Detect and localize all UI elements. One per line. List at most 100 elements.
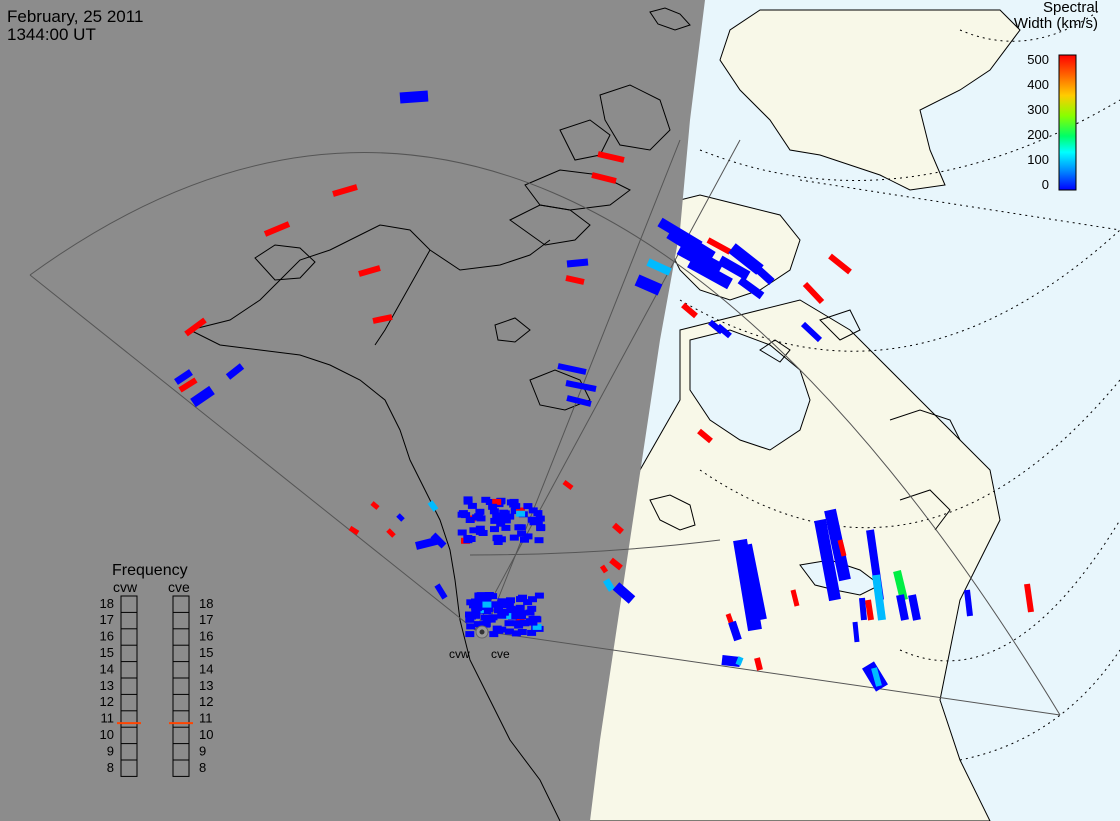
scatter-cell (467, 502, 477, 509)
frequency-level-label-west: 15 (100, 645, 114, 660)
colorbar-title: Spectral Width (km/s) (1014, 0, 1098, 32)
scatter-cell (358, 265, 381, 277)
greenland (719, 9, 1021, 191)
scatter-cell (612, 522, 624, 535)
scatter-cell (728, 620, 742, 642)
scatter-cell (489, 631, 499, 638)
scatter-cell (484, 592, 494, 598)
scatter-cell (531, 615, 541, 622)
scatter-cell (516, 507, 525, 514)
scatter-cell (506, 605, 516, 612)
scatter-cell (492, 535, 502, 542)
scatter-cell (666, 226, 716, 264)
scatter-cell (466, 536, 476, 542)
scatter-cell (865, 599, 874, 621)
scatter-cell (509, 534, 519, 541)
scatter-cells (174, 90, 1034, 692)
scatter-cell (534, 592, 544, 599)
frequency-column-west (120, 595, 138, 777)
scatter-cell (514, 622, 524, 629)
scatter-cell (706, 237, 732, 255)
scatter-cell (490, 517, 500, 524)
scatter-cell (465, 611, 474, 618)
scatter-cell (478, 530, 488, 536)
hudson-bay (689, 329, 811, 451)
scatter-cell (348, 525, 360, 536)
date-label: February, 25 2011 (7, 7, 144, 26)
frequency-level-label-west: 13 (100, 678, 114, 693)
scatter-cell (814, 518, 841, 602)
scatter-cell (738, 543, 767, 622)
scatter-cell (482, 596, 492, 603)
colorbar-tick-label: 500 (1027, 52, 1049, 67)
scatter-cell (493, 539, 503, 545)
frequency-level-label-west: 9 (107, 743, 114, 758)
scatter-cell (634, 274, 663, 296)
scatter-cell (466, 623, 476, 630)
frequency-level-label-west: 14 (100, 661, 114, 676)
scatter-cell (399, 90, 429, 104)
scatter-cell (527, 629, 537, 636)
scatter-cell (1024, 583, 1034, 613)
time-label: 1344:00 UT (7, 25, 96, 44)
scatter-cell (528, 507, 538, 514)
scatter-cell (457, 529, 467, 536)
scatter-cell (475, 597, 485, 604)
scatter-cell (465, 631, 475, 638)
colorbar (1058, 54, 1077, 191)
frequency-level-label-east: 16 (199, 629, 213, 644)
scatter-cell (465, 616, 475, 623)
scatter-cell (474, 513, 484, 520)
frequency-level-label-east: 17 (199, 612, 213, 627)
scatter-cell (837, 539, 847, 557)
scatter-cell (514, 524, 524, 531)
scatter-cell (511, 611, 521, 618)
scatter-cell (852, 621, 860, 643)
scatter-cell (463, 498, 473, 505)
scatter-cell (372, 314, 393, 324)
frequency-col-east: cve (168, 579, 190, 595)
scatter-cell (872, 574, 886, 621)
frequency-level-label-west: 17 (100, 612, 114, 627)
scatter-cell (518, 594, 527, 601)
scatter-cell (828, 253, 852, 275)
frequency-title: Frequency (112, 562, 188, 579)
night-coastlines (189, 7, 691, 821)
frequency-level-label-east: 15 (199, 645, 213, 660)
scatter-cell (802, 281, 825, 305)
timestamp: February, 25 2011 1344:00 UT (7, 8, 143, 44)
frequency-level-label-east: 14 (199, 661, 213, 676)
colorbar-title-line1: Spectral (1042, 0, 1098, 16)
scatter-cell (676, 241, 724, 277)
scatter-cell (859, 597, 867, 621)
frequency-level-label-east: 10 (199, 727, 213, 742)
frequency-level-label-west: 16 (100, 629, 114, 644)
scatter-cell (602, 578, 616, 592)
scatter-cell (396, 513, 405, 522)
scatter-cell (523, 599, 533, 606)
scatter-cell (506, 597, 515, 604)
frequency-level-label-east: 9 (199, 743, 206, 758)
scatter-cell (427, 500, 439, 512)
frequency-col-west: cvw (113, 579, 138, 595)
scatter-cell (481, 496, 491, 503)
scatter-cell (497, 602, 507, 609)
scatter-cell (490, 526, 499, 533)
scatter-cell (562, 480, 574, 490)
scatter-cell (473, 602, 483, 609)
scatter-cell (536, 525, 546, 532)
scatter-cell (697, 428, 713, 444)
scatter-cell (466, 599, 476, 606)
scatter-cell (465, 517, 475, 523)
colorbar-tick-label: 200 (1027, 127, 1049, 142)
scatter-cell (510, 508, 520, 515)
scatter-cell (178, 377, 198, 393)
scatter-cell (566, 258, 589, 268)
colorbar-tick-label: 300 (1027, 102, 1049, 117)
scatter-cell (525, 618, 535, 625)
scatter-cell (504, 600, 514, 607)
scatter-cell (370, 501, 380, 510)
scatter-cell (480, 614, 490, 621)
scatter-cell (501, 517, 511, 524)
